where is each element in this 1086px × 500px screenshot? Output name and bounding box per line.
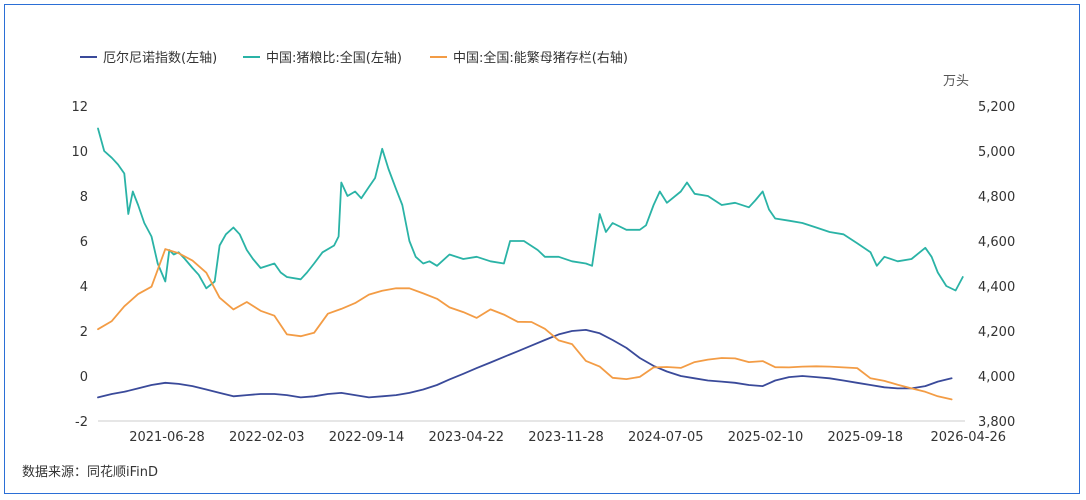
x-tick-label: 2026-04-26 <box>930 430 1006 445</box>
x-tick-label: 2022-09-14 <box>329 430 405 445</box>
right-axis-unit: 万头 <box>943 74 969 89</box>
left-tick-label: 12 <box>71 100 88 115</box>
series-line-pig-grain-ratio <box>97 127 964 292</box>
left-tick-label: 2 <box>80 325 88 340</box>
right-tick-label: 3,800 <box>978 415 1015 430</box>
legend-label-sow-inventory: 中国:全国:能繁母猪存栏(右轴) <box>453 50 628 66</box>
left-tick-label: 4 <box>80 280 88 295</box>
left-axis: 12 10 8 6 4 2 0 -2 <box>71 100 88 430</box>
series-layer <box>97 127 964 401</box>
right-tick-label: 4,000 <box>978 370 1015 385</box>
x-tick-label: 2021-06-28 <box>129 430 205 445</box>
right-tick-label: 4,600 <box>978 235 1015 250</box>
x-tick-label: 2023-04-22 <box>428 430 504 445</box>
right-tick-label: 4,800 <box>978 190 1015 205</box>
x-tick-label: 2022-02-03 <box>229 430 305 445</box>
x-tick-label: 2025-02-10 <box>728 430 804 445</box>
left-tick-label: 10 <box>71 145 88 160</box>
left-tick-label: -2 <box>75 415 88 430</box>
legend-item-pig-grain-ratio[interactable]: 中国:猪粮比:全国(左轴) <box>243 50 402 66</box>
left-tick-label: 0 <box>80 370 88 385</box>
data-source-note: 数据来源：同花顺iFinD <box>22 464 158 480</box>
x-tick-label: 2025-09-18 <box>827 430 903 445</box>
right-tick-label: 5,200 <box>978 100 1015 115</box>
right-axis: 5,200 5,000 4,800 4,600 4,400 4,200 4,000 3,800 <box>978 100 1015 430</box>
right-tick-label: 5,000 <box>978 145 1015 160</box>
left-tick-label: 6 <box>80 235 88 250</box>
legend-label-pig-grain-ratio: 中国:猪粮比:全国(左轴) <box>266 50 402 66</box>
right-tick-label: 4,400 <box>978 280 1015 295</box>
x-tick-label: 2024-07-05 <box>628 430 704 445</box>
x-axis: 2021-06-28 2022-02-03 2022-09-14 2023-04-22… <box>129 430 1006 445</box>
series-line-enso <box>97 328 953 399</box>
legend-item-sow-inventory[interactable]: 中国:全国:能繁母猪存栏(右轴) <box>430 50 628 66</box>
legend-label-enso: 厄尔尼诺指数(左轴) <box>103 51 217 66</box>
chart-frame <box>4 4 1080 494</box>
x-tick-label: 2023-11-28 <box>528 430 604 445</box>
series-line-sow-inventory <box>97 248 953 401</box>
legend-item-enso[interactable]: 厄尔尼诺指数(左轴) <box>80 51 217 66</box>
left-tick-label: 8 <box>80 190 88 205</box>
right-tick-label: 4,200 <box>978 325 1015 340</box>
chart-legend: 厄尔尼诺指数(左轴) 中国:猪粮比:全国(左轴) 中国:全国:能繁母猪存栏(右轴… <box>80 50 628 66</box>
